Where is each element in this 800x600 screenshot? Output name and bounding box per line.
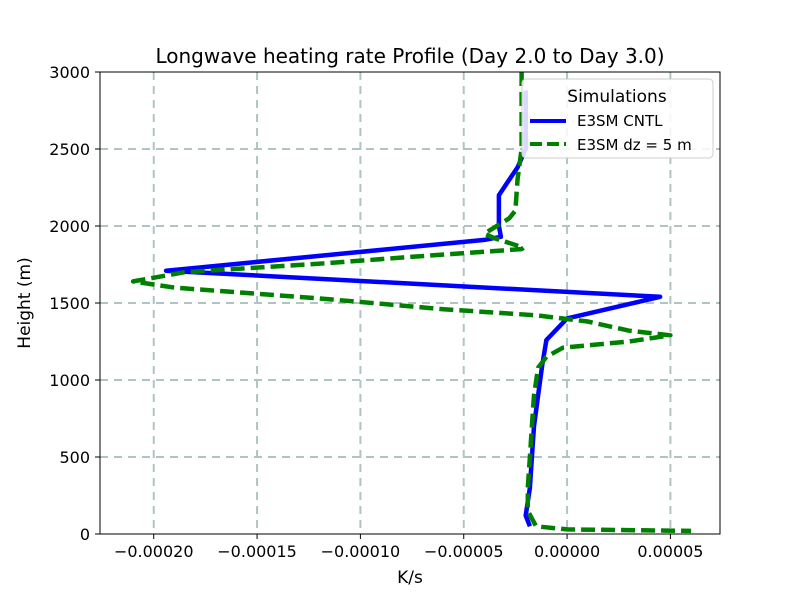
x-tick-label: −0.00005 xyxy=(424,542,504,561)
y-tick-label: 500 xyxy=(59,448,90,467)
y-axis-label: Height (m) xyxy=(15,257,35,348)
x-axis: −0.00020 −0.00015 −0.00010 −0.00005 0.00000 0… xyxy=(114,534,703,561)
legend: Simulations E3SM CNTL E3SM dz = 5 m xyxy=(521,78,714,159)
series-line-1 xyxy=(163,90,663,528)
legend-label-series-2: E3SM dz = 5 m xyxy=(577,136,692,154)
series-line-2 xyxy=(130,72,692,534)
y-tick-label: 2000 xyxy=(49,217,90,236)
legend-box xyxy=(521,78,714,159)
y-tick-label: 1000 xyxy=(49,371,90,390)
legend-label-series-1: E3SM CNTL xyxy=(577,112,663,130)
x-axis-label: K/s xyxy=(397,568,423,588)
chart-title: Longwave heating rate Profile (Day 2.0 t… xyxy=(155,44,664,68)
x-tick-label: −0.00010 xyxy=(321,542,401,561)
y-tick-label: 1500 xyxy=(49,294,90,313)
y-tick-label: 3000 xyxy=(49,63,90,82)
x-tick-label: 0.00000 xyxy=(534,542,600,561)
x-tick-label: 0.00005 xyxy=(637,542,703,561)
y-axis: 0 500 1000 1500 2000 2500 3000 xyxy=(49,63,100,544)
x-tick-label: −0.00015 xyxy=(217,542,297,561)
x-tick-label: −0.00020 xyxy=(114,542,194,561)
series-layer xyxy=(130,72,692,534)
y-tick-label: 0 xyxy=(80,525,90,544)
legend-title: Simulations xyxy=(567,87,667,107)
y-tick-label: 2500 xyxy=(49,140,90,159)
